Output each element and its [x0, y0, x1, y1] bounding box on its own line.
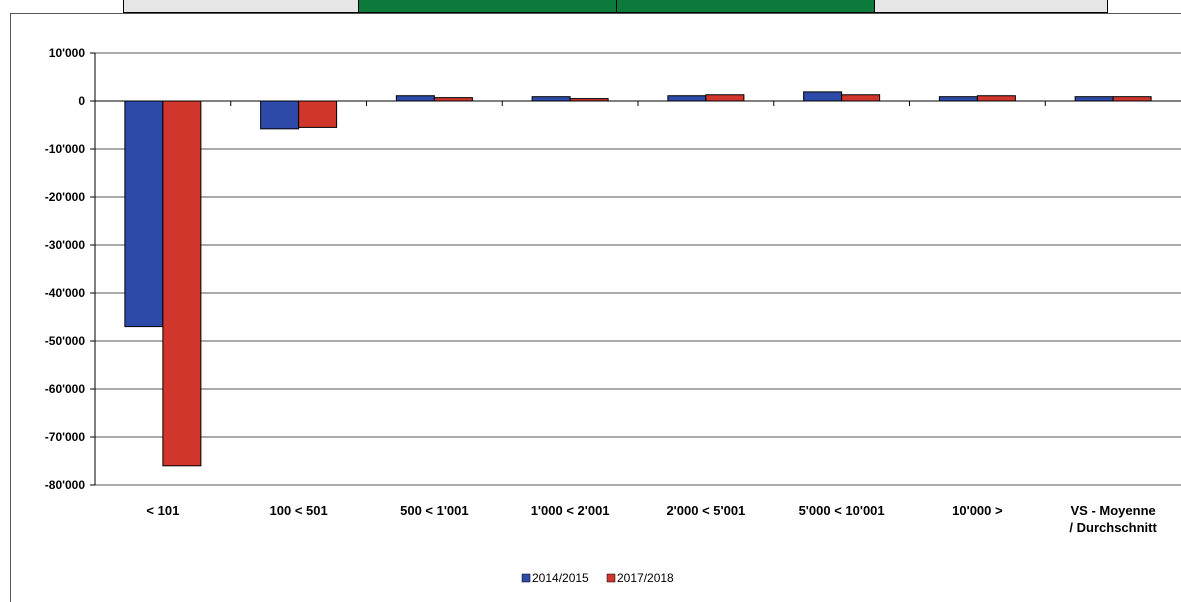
axes — [90, 52, 1181, 486]
y-tick-label: -60'000 — [45, 382, 86, 396]
gridlines — [95, 52, 1181, 486]
bar — [395, 95, 435, 102]
y-tick-label: -20'000 — [45, 190, 86, 204]
y-tick-labels: 10'000 0 -10'000 -20'000 -30'000 -40'000 -50'0… — [45, 46, 86, 492]
y-tick-label: -70'000 — [45, 430, 86, 444]
y-tick-label: -30'000 — [45, 238, 86, 252]
bar — [803, 91, 843, 102]
bar — [124, 100, 164, 328]
x-tick-label: 500 < 1'001 — [400, 503, 469, 518]
bar — [162, 100, 202, 467]
chart-frame — [10, 13, 1181, 602]
bar — [841, 94, 881, 102]
legend-swatch — [521, 573, 531, 583]
x-tick-label: 100 < 501 — [270, 503, 328, 518]
x-tick-label: 1'000 < 2'001 — [531, 503, 610, 518]
x-tick-label: 2'000 < 5'001 — [666, 503, 745, 518]
x-tick-label: 5'000 < 10'001 — [799, 503, 885, 518]
bar — [705, 94, 745, 102]
bar — [1074, 96, 1114, 102]
x-tick-labels: < 101 100 < 501 500 < 1'001 1'000 < 2'001 2'… — [146, 503, 1157, 535]
bar — [531, 96, 571, 102]
bar — [260, 100, 300, 130]
y-tick-label: -40'000 — [45, 286, 86, 300]
legend-label: 2017/2018 — [617, 571, 674, 585]
bars — [124, 91, 1152, 467]
bar — [298, 100, 338, 128]
y-tick-label: -10'000 — [45, 142, 86, 156]
bar — [1112, 96, 1152, 102]
header-cell-2 — [359, 0, 617, 12]
y-tick-label: -50'000 — [45, 334, 86, 348]
x-tick-label: VS - Moyenne / Durchschnitt — [1069, 503, 1157, 535]
header-strip — [123, 0, 1108, 13]
header-cell-1 — [124, 0, 359, 12]
bar — [976, 95, 1016, 102]
bar — [667, 95, 707, 102]
bar — [433, 97, 473, 102]
y-tick-label: -80'000 — [45, 478, 86, 492]
x-tick-label: < 101 — [146, 503, 179, 518]
bar — [938, 96, 978, 102]
header-cell-3 — [617, 0, 875, 12]
x-tick-label: 10'000 > — [952, 503, 1003, 518]
legend: 2014/2015 2017/2018 — [521, 571, 674, 585]
legend-swatch — [606, 573, 616, 583]
y-tick-label: 10'000 — [49, 46, 86, 60]
header-cell-4 — [875, 0, 1107, 12]
y-tick-label: 0 — [78, 94, 85, 108]
legend-label: 2014/2015 — [532, 571, 589, 585]
